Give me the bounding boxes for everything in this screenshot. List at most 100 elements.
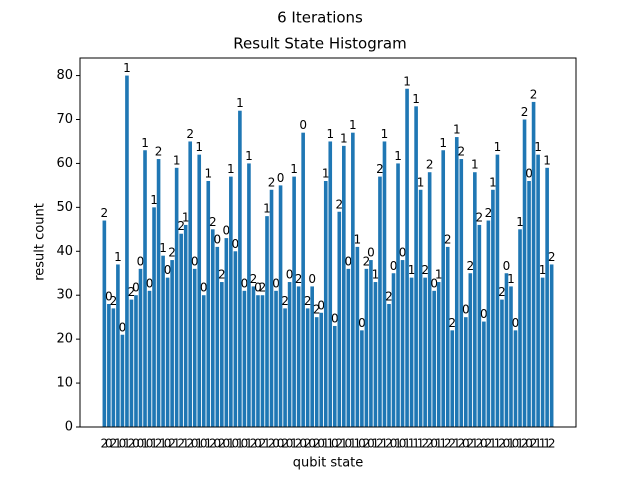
x-tick-label: 1 (182, 437, 190, 451)
x-tick-label: 0 (430, 437, 438, 451)
bar-label: 1 (417, 175, 425, 189)
bar-label: 2 (421, 263, 429, 277)
x-tick-label: 1 (141, 437, 149, 451)
x-tick-label: 0 (191, 437, 199, 451)
bar (432, 290, 436, 427)
bar (332, 325, 337, 427)
x-tick-label: 0 (223, 437, 231, 451)
x-tick-label: 0 (480, 437, 488, 451)
x-tick-label: 0 (200, 437, 208, 451)
bar-label: 1 (453, 123, 461, 137)
bar-label: 2 (155, 145, 163, 159)
bar-label: 2 (218, 268, 226, 282)
x-tick-label: 0 (390, 437, 398, 451)
bar-label: 2 (448, 316, 456, 330)
bar-label: 0 (399, 246, 407, 260)
x-tick-label: 2 (530, 437, 538, 451)
x-tick-label: 2 (155, 437, 163, 451)
x-tick-label: 2 (467, 437, 475, 451)
x-tick-label: 1 (408, 437, 416, 451)
x-tick-label: 1 (543, 437, 551, 451)
bar-label: 0 (232, 237, 240, 251)
x-tick-label: 1 (204, 437, 212, 451)
x-tick-label: 1 (159, 437, 167, 451)
bar (522, 119, 527, 427)
bar-label: 2 (250, 272, 258, 286)
bar-label: 1 (372, 268, 380, 282)
x-tick-label: 1 (340, 437, 348, 451)
bar-label: 0 (345, 254, 353, 268)
bar-label: 2 (530, 87, 538, 101)
x-tick-label: 2 (521, 437, 529, 451)
x-tick-label: 2 (498, 437, 506, 451)
bar-label: 2 (376, 162, 384, 176)
bar-label: 0 (308, 272, 316, 286)
bar (405, 88, 409, 427)
bar-label: 2 (485, 206, 493, 220)
x-tick-label: 1 (245, 437, 253, 451)
x-tick-label: 1 (435, 437, 443, 451)
bar (229, 176, 233, 427)
x-axis-label: qubit state (293, 456, 364, 471)
bar (369, 260, 373, 427)
bar-label: 0 (503, 259, 511, 273)
bar (319, 312, 324, 427)
y-tick-label: 50 (56, 200, 73, 215)
x-tick-label: 1 (489, 437, 497, 451)
x-tick-label: 2 (209, 437, 217, 451)
bar (174, 167, 179, 428)
bar-label: 2 (426, 158, 434, 172)
bar (486, 220, 491, 427)
x-tick-label: 2 (363, 437, 371, 451)
bar-label: 0 (277, 171, 285, 185)
bar (251, 286, 256, 427)
bar-label: 2 (168, 246, 176, 260)
x-tick-label: 0 (358, 437, 366, 451)
y-tick-label: 80 (56, 68, 73, 83)
bar (459, 159, 464, 428)
bar (238, 110, 242, 427)
bar (206, 181, 211, 427)
bar (242, 290, 247, 427)
bar (256, 295, 260, 427)
bar-label: 1 (412, 92, 420, 106)
bar (445, 246, 450, 427)
x-tick-label: 2 (128, 437, 136, 451)
x-tick-label: 0 (299, 437, 307, 451)
bar-label: 1 (141, 136, 149, 150)
x-tick-label: 2 (335, 437, 343, 451)
bar-label: 2 (521, 105, 529, 119)
x-tick-label: 2 (110, 437, 118, 451)
x-tick-label: 0 (119, 437, 127, 451)
x-tick-label: 0 (367, 437, 375, 451)
bar-label: 2 (110, 294, 118, 308)
bar-label: 0 (191, 254, 199, 268)
chart-title: 6 Iterations (277, 9, 363, 27)
x-tick-label: 1 (372, 437, 380, 451)
bar-label: 2 (259, 281, 267, 295)
bar-label: 1 (539, 263, 547, 277)
bar-label: 0 (223, 224, 231, 238)
x-tick-label: 2 (444, 437, 452, 451)
bar-label: 2 (128, 285, 136, 299)
x-tick-label: 1 (263, 437, 271, 451)
bar (292, 176, 296, 427)
bar-label: 1 (543, 153, 551, 167)
bar (536, 154, 540, 427)
x-tick-label: 1 (114, 437, 122, 451)
bar-label: 1 (516, 215, 524, 229)
bar-label: 1 (245, 149, 253, 163)
bar (138, 268, 143, 427)
bar (215, 246, 220, 427)
x-tick-label: 1 (516, 437, 524, 451)
bar (125, 75, 129, 428)
x-tick-label: 1 (494, 437, 502, 451)
x-tick-label: 2 (259, 437, 267, 451)
bar (346, 268, 351, 427)
bar (463, 317, 468, 427)
bar (351, 132, 355, 427)
x-tick-label: 2 (476, 437, 484, 451)
bar (400, 260, 405, 427)
bar-label: 1 (489, 175, 497, 189)
